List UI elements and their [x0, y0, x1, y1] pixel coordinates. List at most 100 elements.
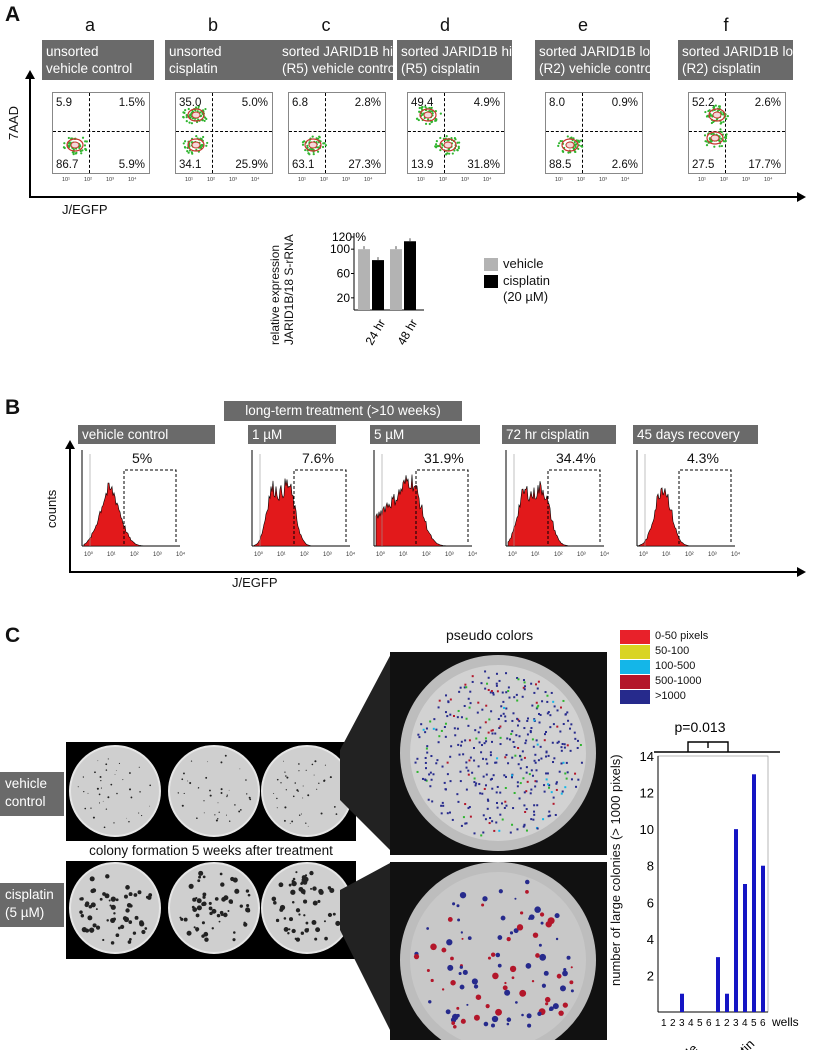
pseudo-colony: [500, 802, 503, 805]
plot-title-line2: (R2) vehicle control: [539, 61, 650, 76]
legend-cisplatin-swatch: [484, 275, 498, 288]
colony-dot: [105, 874, 110, 879]
pseudo-colony: [570, 989, 574, 993]
colony-dot: [195, 913, 200, 918]
pseudo-colony: [562, 723, 565, 726]
quadrant-vline: [212, 93, 213, 173]
pseudo-colony: [487, 676, 490, 679]
flow-dot: [189, 113, 192, 117]
flow-dot: [456, 141, 459, 144]
flow-dot: [720, 144, 724, 148]
pseudo-colony: [546, 772, 549, 775]
legend-label: >1000: [655, 690, 686, 702]
pseudo-colony: [516, 676, 519, 679]
pseudo-colony: [431, 800, 434, 803]
pseudo-colony: [545, 751, 548, 754]
gate-percent: 7.6%: [302, 450, 334, 466]
colony-dot: [133, 893, 138, 897]
colony-dot: [187, 780, 189, 782]
colony-dot: [234, 888, 240, 894]
flow-dot: [725, 133, 728, 136]
colony-dot: [291, 820, 294, 823]
flow-dot: [712, 132, 715, 136]
flow-dot: [304, 148, 307, 152]
pseudo-colony: [530, 788, 533, 791]
pseudo-colony: [564, 772, 567, 775]
pseudo-colony: [556, 709, 559, 712]
colony-dot: [129, 772, 131, 774]
culture-dish: [168, 745, 260, 837]
colony-dot: [202, 875, 206, 879]
colony-dot: [107, 796, 110, 799]
pseudo-colony: [518, 797, 521, 800]
pseudo-colony: [516, 828, 519, 831]
colony-dot: [139, 920, 144, 925]
pseudo-colony: [548, 786, 551, 789]
flow-dot: [182, 115, 185, 119]
colony-dot: [273, 792, 275, 794]
pseudo-colony: [500, 714, 503, 717]
density-core: [423, 111, 433, 119]
flow-dot: [185, 116, 188, 119]
y-tick-label: 100: [330, 242, 350, 256]
well-tick-label: 4: [742, 1018, 748, 1029]
panel-c-label: C: [5, 624, 21, 647]
colony-dot: [129, 938, 132, 941]
well-tick-label: 5: [751, 1018, 757, 1029]
zoom-lines: [340, 652, 392, 1034]
colony-dot: [245, 889, 250, 893]
pseudo-colony: [570, 723, 573, 726]
pseudo-colony: [526, 717, 529, 720]
colony-dot: [247, 893, 251, 897]
flow-dot: [185, 120, 188, 123]
colony-dot: [290, 889, 296, 895]
pseudo-colony: [471, 680, 474, 683]
colony-dot: [83, 790, 85, 793]
pseudo-colony: [460, 744, 463, 747]
pseudo-colony: [545, 1002, 549, 1006]
y-tick-label: 60: [337, 267, 351, 281]
pseudo-colony: [499, 736, 502, 739]
colony-dot: [280, 782, 282, 784]
flow-dot-cloud: [703, 104, 729, 148]
colony-dot: [105, 808, 108, 810]
pseudo-colony: [559, 730, 562, 733]
flow-dot: [72, 148, 75, 151]
colony-dot: [214, 897, 219, 901]
flow-dot: [418, 106, 421, 110]
expression-ylabel-line2: JARID1B/18 S-rRNA: [282, 234, 296, 345]
plot-title-line1: sorted JARID1B high: [282, 44, 393, 59]
pseudo-colony: [420, 723, 423, 726]
pseudo-colony: [504, 720, 507, 723]
pseudo-colony: [448, 811, 451, 814]
flow-dot: [724, 139, 727, 143]
colony-dot: [110, 941, 115, 945]
pseudo-colony: [491, 729, 494, 732]
density-core: [710, 134, 720, 142]
pseudo-colony: [544, 996, 551, 1003]
pseudo-colony: [480, 751, 483, 754]
pseudo-colony: [416, 770, 419, 773]
pseudo-colony: [437, 741, 440, 744]
pseudo-colony: [543, 790, 546, 793]
flow-dot: [453, 136, 456, 140]
pseudo-colony: [523, 756, 526, 759]
hist-tick-label: 10⁰: [84, 551, 94, 558]
colony-dot: [285, 775, 287, 777]
colony-dot: [141, 929, 146, 935]
well-tick-label: 1: [715, 1018, 721, 1029]
pseudo-colony: [545, 755, 548, 758]
flow-dot: [580, 144, 583, 148]
histogram: 10⁰ 10¹ 10² 10³ 10⁴: [373, 450, 478, 558]
pseudo-colony: [536, 827, 539, 830]
pseudo-colony: [531, 774, 534, 777]
colony-dot: [130, 796, 133, 799]
pseudo-colony: [561, 742, 564, 745]
pseudo-colony: [491, 732, 494, 735]
pseudo-colony: [445, 694, 448, 697]
pseudo-colony: [447, 700, 450, 703]
well-tick-label: 2: [724, 1018, 730, 1029]
quad-ur: 2.8%: [354, 97, 381, 109]
pseudo-colony: [516, 724, 519, 727]
pseudo-colony: [513, 791, 516, 794]
